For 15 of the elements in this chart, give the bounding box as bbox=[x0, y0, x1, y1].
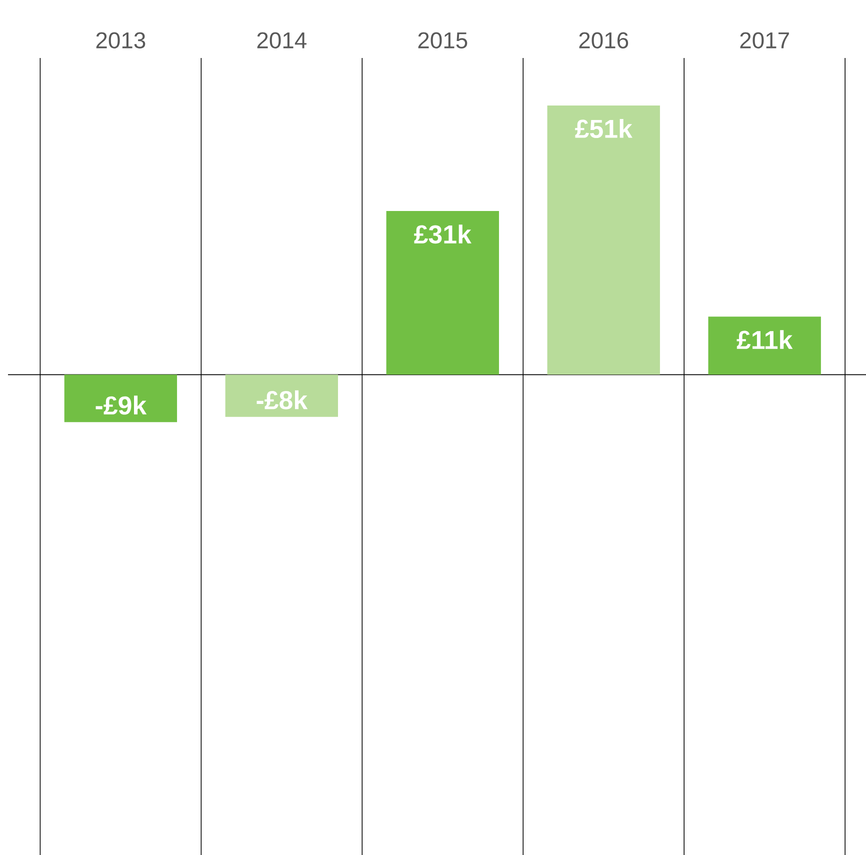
x-tick-label: 2014 bbox=[257, 32, 306, 48]
x-tick-label: 2017 bbox=[740, 32, 789, 48]
data-label: £11k bbox=[736, 330, 793, 349]
bar bbox=[386, 211, 499, 375]
data-label: -£8k bbox=[256, 390, 308, 410]
bar bbox=[64, 374, 178, 422]
bar bbox=[547, 105, 660, 375]
data-label: £31k bbox=[414, 224, 472, 244]
x-tick-label: 2013 bbox=[96, 32, 146, 48]
x-tick-label: 2016 bbox=[579, 32, 628, 48]
bar bbox=[708, 316, 821, 375]
bar bbox=[225, 374, 338, 417]
data-label: £51k bbox=[575, 119, 632, 138]
data-label: -£9k bbox=[96, 396, 147, 415]
x-tick-label: 2015 bbox=[418, 32, 468, 48]
